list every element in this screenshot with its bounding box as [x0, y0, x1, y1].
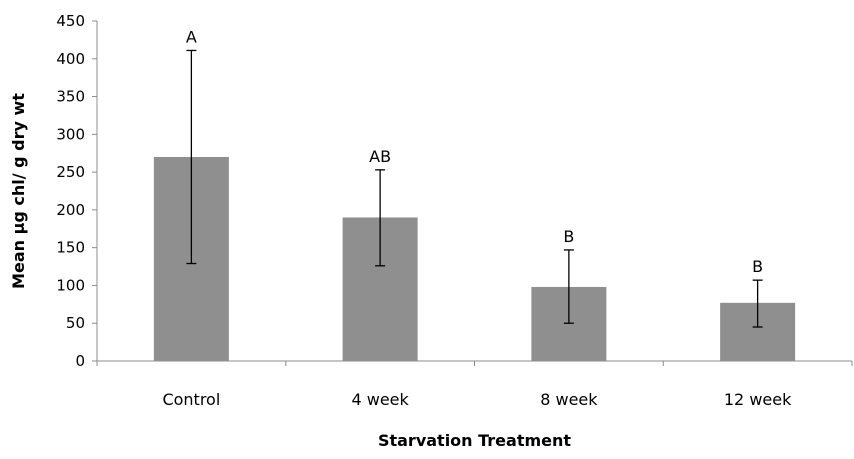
category-label: 4 week	[351, 390, 409, 409]
y-axis-ticks: 0 50 100 150 200 250 300 350 400 450	[56, 12, 853, 370]
y-axis-title: Mean µg chl/ g dry wt	[9, 93, 28, 289]
y-tick-label: 350	[56, 88, 85, 106]
y-tick-label: 300	[56, 125, 85, 143]
category-label: 8 week	[540, 390, 598, 409]
significance-labels-group: A AB B B	[186, 27, 763, 276]
significance-label: A	[186, 27, 197, 46]
significance-label: B	[752, 257, 763, 276]
y-tick-label: 450	[56, 12, 85, 30]
significance-label: AB	[369, 147, 391, 166]
y-tick-label: 200	[56, 201, 85, 219]
error-bars-group	[186, 49, 763, 328]
y-tick-label: 400	[56, 50, 85, 68]
y-tick-label: 100	[56, 276, 85, 294]
x-axis-title: Starvation Treatment	[378, 431, 571, 450]
significance-label: B	[563, 227, 574, 246]
y-tick-label: 50	[66, 314, 85, 332]
y-tick-label: 250	[56, 163, 85, 181]
y-tick-label: 150	[56, 239, 85, 257]
category-label: 12 week	[724, 390, 792, 409]
category-labels-group: Control 4 week 8 week 12 week	[162, 390, 792, 409]
y-tick-label: 0	[75, 352, 85, 370]
category-label: Control	[162, 390, 220, 409]
bars-group	[153, 157, 796, 361]
